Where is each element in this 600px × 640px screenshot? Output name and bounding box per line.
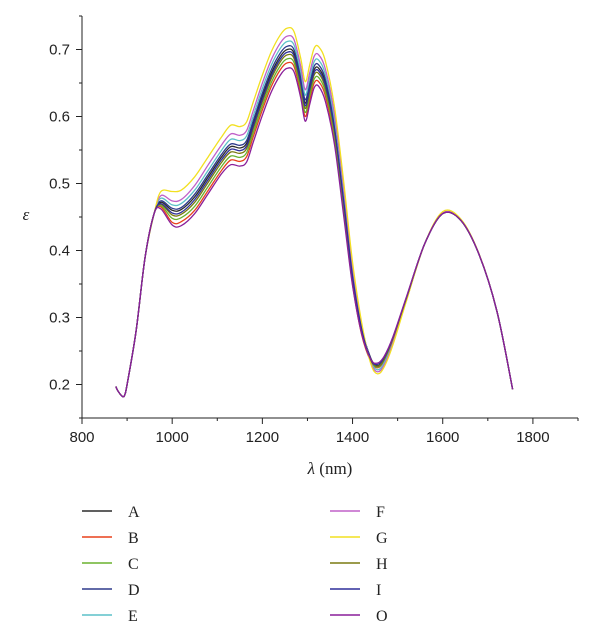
legend-label-c: C xyxy=(128,556,139,573)
series-line-c xyxy=(115,57,514,398)
y-tick-label: 0.4 xyxy=(49,243,70,260)
series-lines xyxy=(115,26,514,398)
series-line-b xyxy=(115,61,514,398)
y-tick-label: 0.6 xyxy=(49,109,70,126)
legend-label-d: D xyxy=(128,582,140,599)
x-tick-label: 1400 xyxy=(336,429,369,446)
x-axis-label-symbol: λ xyxy=(307,459,315,478)
y-axis-ticks: 0.2 0.3 0.4 0.5 0.6 0.7 xyxy=(49,15,82,419)
series-line-d xyxy=(115,45,514,398)
y-tick-label: 0.5 xyxy=(49,176,70,193)
y-tick-label: 0.2 xyxy=(49,377,70,394)
legend-label-b: B xyxy=(128,530,139,547)
plot-frame xyxy=(81,16,578,419)
series-line-h xyxy=(115,53,514,398)
x-tick-label: 1600 xyxy=(426,429,459,446)
legend-label-o: O xyxy=(376,608,388,625)
series-line-o xyxy=(115,67,514,398)
x-tick-label: 1200 xyxy=(246,429,279,446)
x-tick-label: 1800 xyxy=(516,429,549,446)
x-axis-label-unit: (nm) xyxy=(315,459,352,478)
y-axis-label: ε xyxy=(23,205,30,224)
y-tick-label: 0.3 xyxy=(49,310,70,327)
legend-label-g: G xyxy=(376,530,388,547)
y-tick-label: 0.7 xyxy=(49,42,70,59)
x-tick-label: 1000 xyxy=(155,429,188,446)
series-line-a xyxy=(115,48,514,398)
x-axis-ticks: 800 1000 1200 1400 1600 1800 xyxy=(69,418,579,446)
legend-label-i: I xyxy=(376,582,381,599)
legend-label-e: E xyxy=(128,608,138,625)
x-axis-label: λ (nm) xyxy=(307,459,353,478)
legend-label-h: H xyxy=(376,556,388,573)
legend-label-f: F xyxy=(376,504,385,521)
x-tick-label: 800 xyxy=(69,429,94,446)
legend-label-a: A xyxy=(128,504,140,521)
